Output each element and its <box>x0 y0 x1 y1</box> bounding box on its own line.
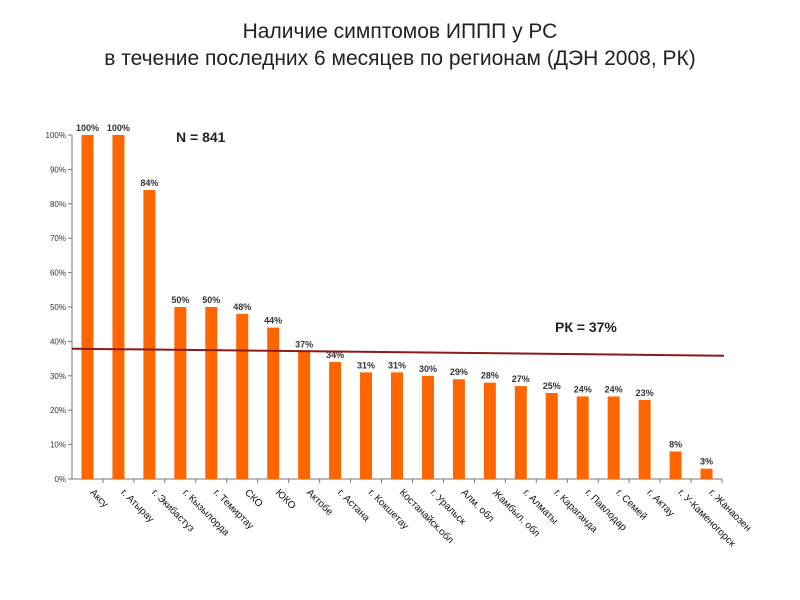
y-tick-label: 10% <box>50 441 66 450</box>
bar <box>112 135 125 479</box>
data-label: 100% <box>107 123 130 133</box>
y-tick-label: 30% <box>50 372 66 381</box>
data-label: 44% <box>264 316 282 326</box>
chart-title: Наличие симптомов ИППП у РС в течение по… <box>0 18 800 72</box>
bar <box>669 451 682 479</box>
sample-size-annotation: N = 841 <box>176 129 226 145</box>
bar <box>638 399 651 479</box>
y-tick-label: 40% <box>50 337 66 346</box>
category-label: г. Актау <box>644 487 676 519</box>
bar <box>483 382 496 479</box>
category-label: Актобе <box>304 487 336 519</box>
bar <box>391 372 403 479</box>
category-label: г. У-Каменогорск <box>675 487 737 549</box>
data-label: 27% <box>512 374 530 384</box>
y-tick-label: 60% <box>50 269 66 278</box>
bar <box>360 372 373 479</box>
data-label: 8% <box>669 439 682 449</box>
bar <box>329 362 342 479</box>
bar <box>607 396 620 479</box>
data-label: 50% <box>202 295 220 305</box>
bar <box>514 386 527 479</box>
bar <box>143 190 156 480</box>
y-tick-label: 70% <box>50 234 66 243</box>
data-label: 34% <box>326 350 344 360</box>
data-label: 30% <box>419 364 437 374</box>
bar <box>81 135 94 479</box>
bar <box>298 351 311 479</box>
data-label: 28% <box>481 371 499 381</box>
category-label: ЮКО <box>273 487 298 512</box>
data-label: 37% <box>295 340 313 350</box>
y-tick-label: 20% <box>50 406 66 415</box>
data-label: 100% <box>76 123 99 133</box>
y-tick-label: 100% <box>46 131 66 140</box>
bar <box>267 327 280 479</box>
data-label: 29% <box>450 367 468 377</box>
y-tick-label: 50% <box>50 303 66 312</box>
data-label: 31% <box>388 360 406 370</box>
data-label: 84% <box>140 178 158 188</box>
bar <box>700 468 713 479</box>
category-label: Аксу <box>87 487 110 510</box>
data-label: 3% <box>700 457 713 467</box>
data-label: 24% <box>605 384 623 394</box>
title-line-1: Наличие симптомов ИППП у РС <box>242 20 558 43</box>
bar <box>205 307 218 479</box>
bar <box>174 307 187 479</box>
data-label: 48% <box>233 302 251 312</box>
y-tick-label: 90% <box>50 165 66 174</box>
reference-line <box>71 347 725 357</box>
y-tick-label: 0% <box>54 475 66 484</box>
title-line-2: в течение последних 6 месяцев по региона… <box>104 47 696 70</box>
bar <box>452 379 465 479</box>
data-label: 25% <box>543 381 561 391</box>
data-label: 31% <box>357 360 375 370</box>
data-label: 24% <box>574 384 592 394</box>
category-label: г. Астана <box>335 487 372 524</box>
y-tick-label: 80% <box>50 200 66 209</box>
bar <box>421 375 434 479</box>
bar <box>236 313 249 479</box>
bar <box>545 393 558 479</box>
category-label: СКО <box>242 487 265 510</box>
category-label: Костанайск.обл <box>397 487 456 546</box>
reference-line-label: РК = 37% <box>555 319 617 335</box>
data-label: 50% <box>171 295 189 305</box>
data-label: 23% <box>636 388 654 398</box>
bar <box>576 396 589 479</box>
